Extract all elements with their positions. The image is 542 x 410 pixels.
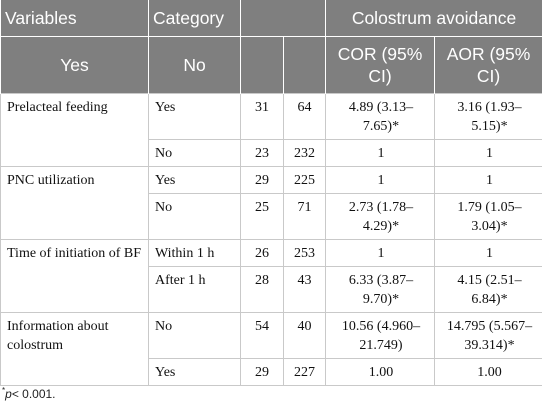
- footnote: *p< 0.001.: [2, 386, 56, 401]
- table-row: Information about colostrum No 54 40 10.…: [0, 312, 542, 386]
- count-cell-1: 25: [240, 193, 284, 240]
- variable-cell: Prelacteal feeding: [0, 93, 149, 167]
- cor-cell: 4.89 (3.13–7.65)*: [325, 93, 435, 140]
- footnote-text: < 0.001.: [11, 387, 56, 401]
- cor-cell: 1: [325, 166, 435, 194]
- cor-cell: 1.00: [325, 358, 435, 386]
- count-cell-2: 227: [283, 358, 326, 386]
- category-cell: No: [148, 312, 241, 359]
- table-row: Prelacteal feeding Yes 31 64 4.89 (3.13–…: [0, 93, 542, 167]
- table-row: Time of initiation of BF Within 1 h 26 2…: [0, 239, 542, 313]
- count-cell-2: 64: [283, 93, 326, 140]
- count-cell-1: 26: [240, 239, 284, 267]
- header-cor: COR (95% CI): [325, 36, 435, 94]
- category-cell: Within 1 h: [148, 239, 241, 267]
- header-row-1: Variables Category Colostrum avoidance: [0, 0, 542, 37]
- count-cell-2: 40: [283, 312, 326, 359]
- aor-cell: 1: [433, 139, 542, 167]
- count-cell-2: 225: [283, 166, 326, 194]
- count-cell-2: 71: [283, 193, 326, 240]
- cor-cell: 1: [325, 239, 435, 267]
- variable-cell: PNC utilization: [0, 166, 149, 240]
- header-blank-2: [283, 36, 326, 94]
- header-no: No: [148, 36, 241, 94]
- count-cell-1: 29: [240, 358, 284, 386]
- footnote-p: p: [5, 387, 12, 401]
- table-row: Yes 29 227 1.00 1.00: [1, 358, 542, 386]
- header-row-2: Yes No COR (95% CI) AOR (95% CI): [0, 36, 542, 94]
- category-cell: Yes: [148, 166, 241, 194]
- aor-cell: 4.15 (2.51–6.84)*: [433, 266, 542, 313]
- cor-cell: 6.33 (3.87–9.70)*: [325, 266, 435, 313]
- table-row: After 1 h 28 43 6.33 (3.87–9.70)* 4.15 (…: [1, 266, 542, 313]
- header-empty-cell: [240, 0, 326, 37]
- aor-cell: 1: [433, 166, 542, 194]
- variable-cell: Time of initiation of BF: [0, 239, 149, 313]
- count-cell-1: 23: [240, 139, 284, 167]
- cor-cell: 2.73 (1.78–4.29)*: [325, 193, 435, 240]
- table-row: No 25 71 2.73 (1.78–4.29)* 1.79 (1.05–3.…: [1, 193, 542, 240]
- footnote-asterisk: *: [2, 386, 6, 395]
- category-cell: No: [148, 139, 241, 167]
- cor-cell: 10.56 (4.960–21.749): [325, 312, 435, 359]
- header-yes: Yes: [0, 36, 149, 94]
- table-row: PNC utilization Yes 29 225 1 1: [0, 166, 542, 240]
- header-category: Category: [148, 0, 241, 37]
- aor-cell: 14.795 (5.567–39.314)*: [433, 312, 542, 359]
- count-cell-1: 54: [240, 312, 284, 359]
- aor-cell: 1: [433, 239, 542, 267]
- table-row: No 23 232 1 1: [1, 139, 542, 167]
- count-cell-2: 43: [283, 266, 326, 313]
- header-blank-1: [240, 36, 284, 94]
- header-aor: AOR (95% CI): [433, 36, 542, 94]
- aor-cell: 3.16 (1.93–5.15)*: [433, 93, 542, 140]
- category-cell: After 1 h: [148, 266, 241, 313]
- count-cell-1: 29: [240, 166, 284, 194]
- data-table: Variables Category Colostrum avoidance Y…: [0, 0, 542, 386]
- count-cell-2: 232: [283, 139, 326, 167]
- header-colostrum-avoidance: Colostrum avoidance: [324, 0, 542, 37]
- cor-cell: 1: [325, 139, 435, 167]
- count-cell-1: 31: [240, 93, 284, 140]
- header-variables: Variables: [0, 0, 149, 37]
- count-cell-1: 28: [240, 266, 284, 313]
- count-cell-2: 253: [283, 239, 326, 267]
- aor-cell: 1.79 (1.05–3.04)*: [433, 193, 542, 240]
- aor-cell: 1.00: [433, 358, 542, 386]
- category-cell: No: [148, 193, 241, 240]
- category-cell: Yes: [148, 93, 241, 140]
- variable-cell: Information about colostrum: [0, 312, 149, 386]
- category-cell: Yes: [148, 358, 241, 386]
